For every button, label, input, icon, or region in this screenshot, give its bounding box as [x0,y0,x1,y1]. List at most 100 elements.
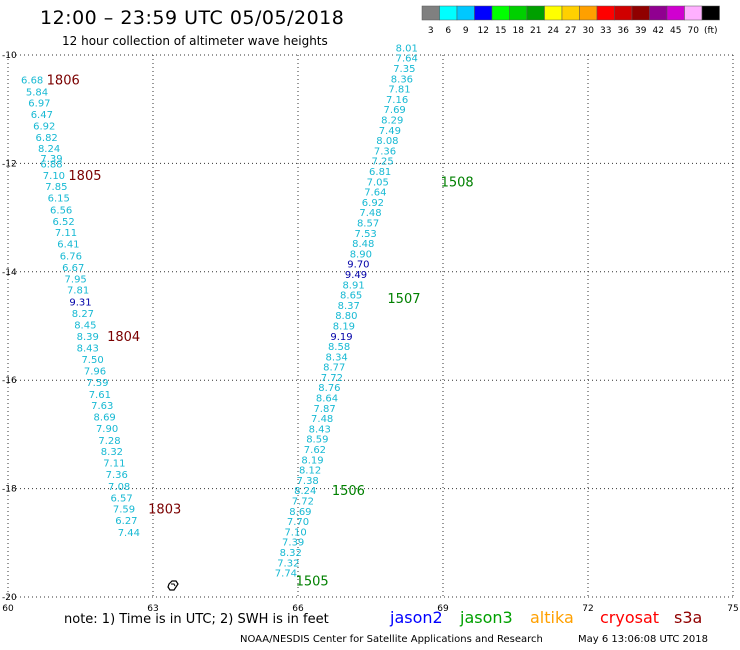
swh-value-label: 7.64 [396,54,418,65]
pass-number-label: 1506 [332,484,365,499]
swh-value-label: 7.35 [393,64,415,75]
pass-labels: 1806 1805 1804 1803 1508 1507 1506 1505 [47,73,474,589]
swh-value-label: 8.80 [335,311,357,322]
swh-value-label: 8.90 [350,249,372,260]
swh-value-label: 7.72 [321,373,343,384]
swh-value-label: 8.69 [289,507,311,518]
swh-value-label: 8.32 [101,447,123,458]
swh-value-label: 6.15 [48,194,70,205]
swh-value-label: 7.36 [374,146,396,157]
swh-value-label: 7.50 [81,355,103,366]
swh-value-label: 7.95 [65,274,87,285]
swh-value-label: 7.39 [282,538,304,549]
swh-value-label: 8.36 [391,74,413,85]
legend-label: 39 [635,26,647,36]
swh-value-label: 7.74 [275,569,297,580]
legend-label: 6 [445,26,451,36]
swh-value-label: 8.64 [316,394,338,405]
x-tick-label: 60 [2,604,14,614]
swh-value-label: 7.63 [91,401,113,412]
sat-altika: altika [530,608,574,627]
swh-value-label: 8.19 [333,321,355,332]
legend-label: 24 [548,26,560,36]
swh-value-label: 7.44 [118,528,140,539]
swh-value-label: 6.27 [115,516,137,527]
y-tick-label: -14 [2,268,17,278]
swh-value-label: 6.81 [369,167,391,178]
y-tick-label: -10 [2,51,17,61]
swh-value-label: 8.43 [309,424,331,435]
swh-value-label: 7.32 [277,558,299,569]
color-legend: 3 6 9 12 15 18 21 24 27 30 33 36 39 42 45 70 (ft) [421,5,720,36]
chart-title: 12:00 – 23:59 UTC 05/05/2018 [40,7,345,29]
legend-label: 42 [653,26,664,36]
swh-value-label: 5.84 [26,87,48,98]
x-tick-label: 69 [437,604,449,614]
swh-value-label: 6.68 [21,75,43,86]
swh-value-label: 7.49 [379,126,401,137]
swh-value-label: 6.67 [62,263,84,274]
x-tick-label: 66 [292,604,304,614]
swh-value-label: 7.39 [40,154,62,165]
swh-value-label: 7.05 [367,177,389,188]
swh-value-label: 6.57 [110,493,132,504]
pass-number-label: 1804 [107,330,140,345]
footer-timestamp: May 6 13:06:08 UTC 2018 [578,634,708,645]
swh-value-label: 7.10 [43,171,65,182]
swh-value-label: 7.48 [359,208,381,219]
swh-value-label: 8.58 [328,342,350,353]
swh-value-label: 8.39 [77,332,99,343]
island-outline [167,580,179,591]
swh-value-label: 8.76 [318,383,340,394]
swh-value-label: 8.27 [72,309,94,320]
swh-value-label: 7.38 [297,476,319,487]
legend-label: 21 [530,26,541,36]
swh-value-label: 7.62 [304,445,326,456]
pass-number-label: 1508 [441,175,474,190]
swh-value-label: 8.69 [94,413,116,424]
legend-label: 45 [670,26,681,36]
legend-label: 70 [688,26,700,36]
pass-number-label: 1805 [68,169,101,184]
y-tick-label: -16 [2,376,17,386]
legend-label: 15 [495,26,506,36]
legend-label: (ft) [704,26,718,36]
legend-label: 9 [463,26,469,36]
swh-value-label: 6.97 [28,99,50,110]
swh-value-label: 8.59 [306,435,328,446]
swh-value-label: 9.31 [69,298,91,309]
footer-note: note: 1) Time is in UTC; 2) SWH is in fe… [64,612,329,627]
swh-value-label: 8.08 [376,136,398,147]
swh-value-label: 6.56 [50,205,72,216]
sat-jason2: jason2 [390,608,443,627]
swh-value-label: 7.69 [384,105,406,116]
legend-label: 36 [618,26,630,36]
swh-value-label: 8.77 [323,363,345,374]
swh-value-label: 7.11 [55,228,77,239]
swh-value-label: 6.47 [31,110,53,121]
swh-value-label: 8.01 [396,43,418,54]
swh-value-label: 7.36 [106,470,128,481]
swh-value-label: 7.10 [284,527,306,538]
pass-number-label: 1806 [47,73,80,88]
sat-jason3: jason3 [460,608,513,627]
y-tick-label: -20 [2,593,17,603]
swh-value-label: 7.28 [98,436,120,447]
legend-label: 18 [513,26,525,36]
swh-value-label: 6.92 [33,121,55,132]
legend-label: 33 [600,26,611,36]
x-tick-label: 72 [582,604,593,614]
swh-value-label: 6.82 [36,133,58,144]
swh-value-label: 8.91 [342,280,364,291]
swh-value-label: 7.70 [287,517,309,528]
swh-value-label: 7.48 [311,414,333,425]
swh-values: 6.685.846.976.476.926.828.247.396.887.10… [21,43,418,579]
swh-value-label: 7.72 [292,497,314,508]
footer-credit: NOAA/NESDIS Center for Satellite Applica… [240,634,543,645]
swh-value-label: 8.45 [74,320,96,331]
pass-number-label: 1505 [296,575,329,590]
swh-value-label: 6.88 [40,159,62,170]
swh-value-label: 8.32 [280,548,302,559]
grid-lines [7,54,734,598]
